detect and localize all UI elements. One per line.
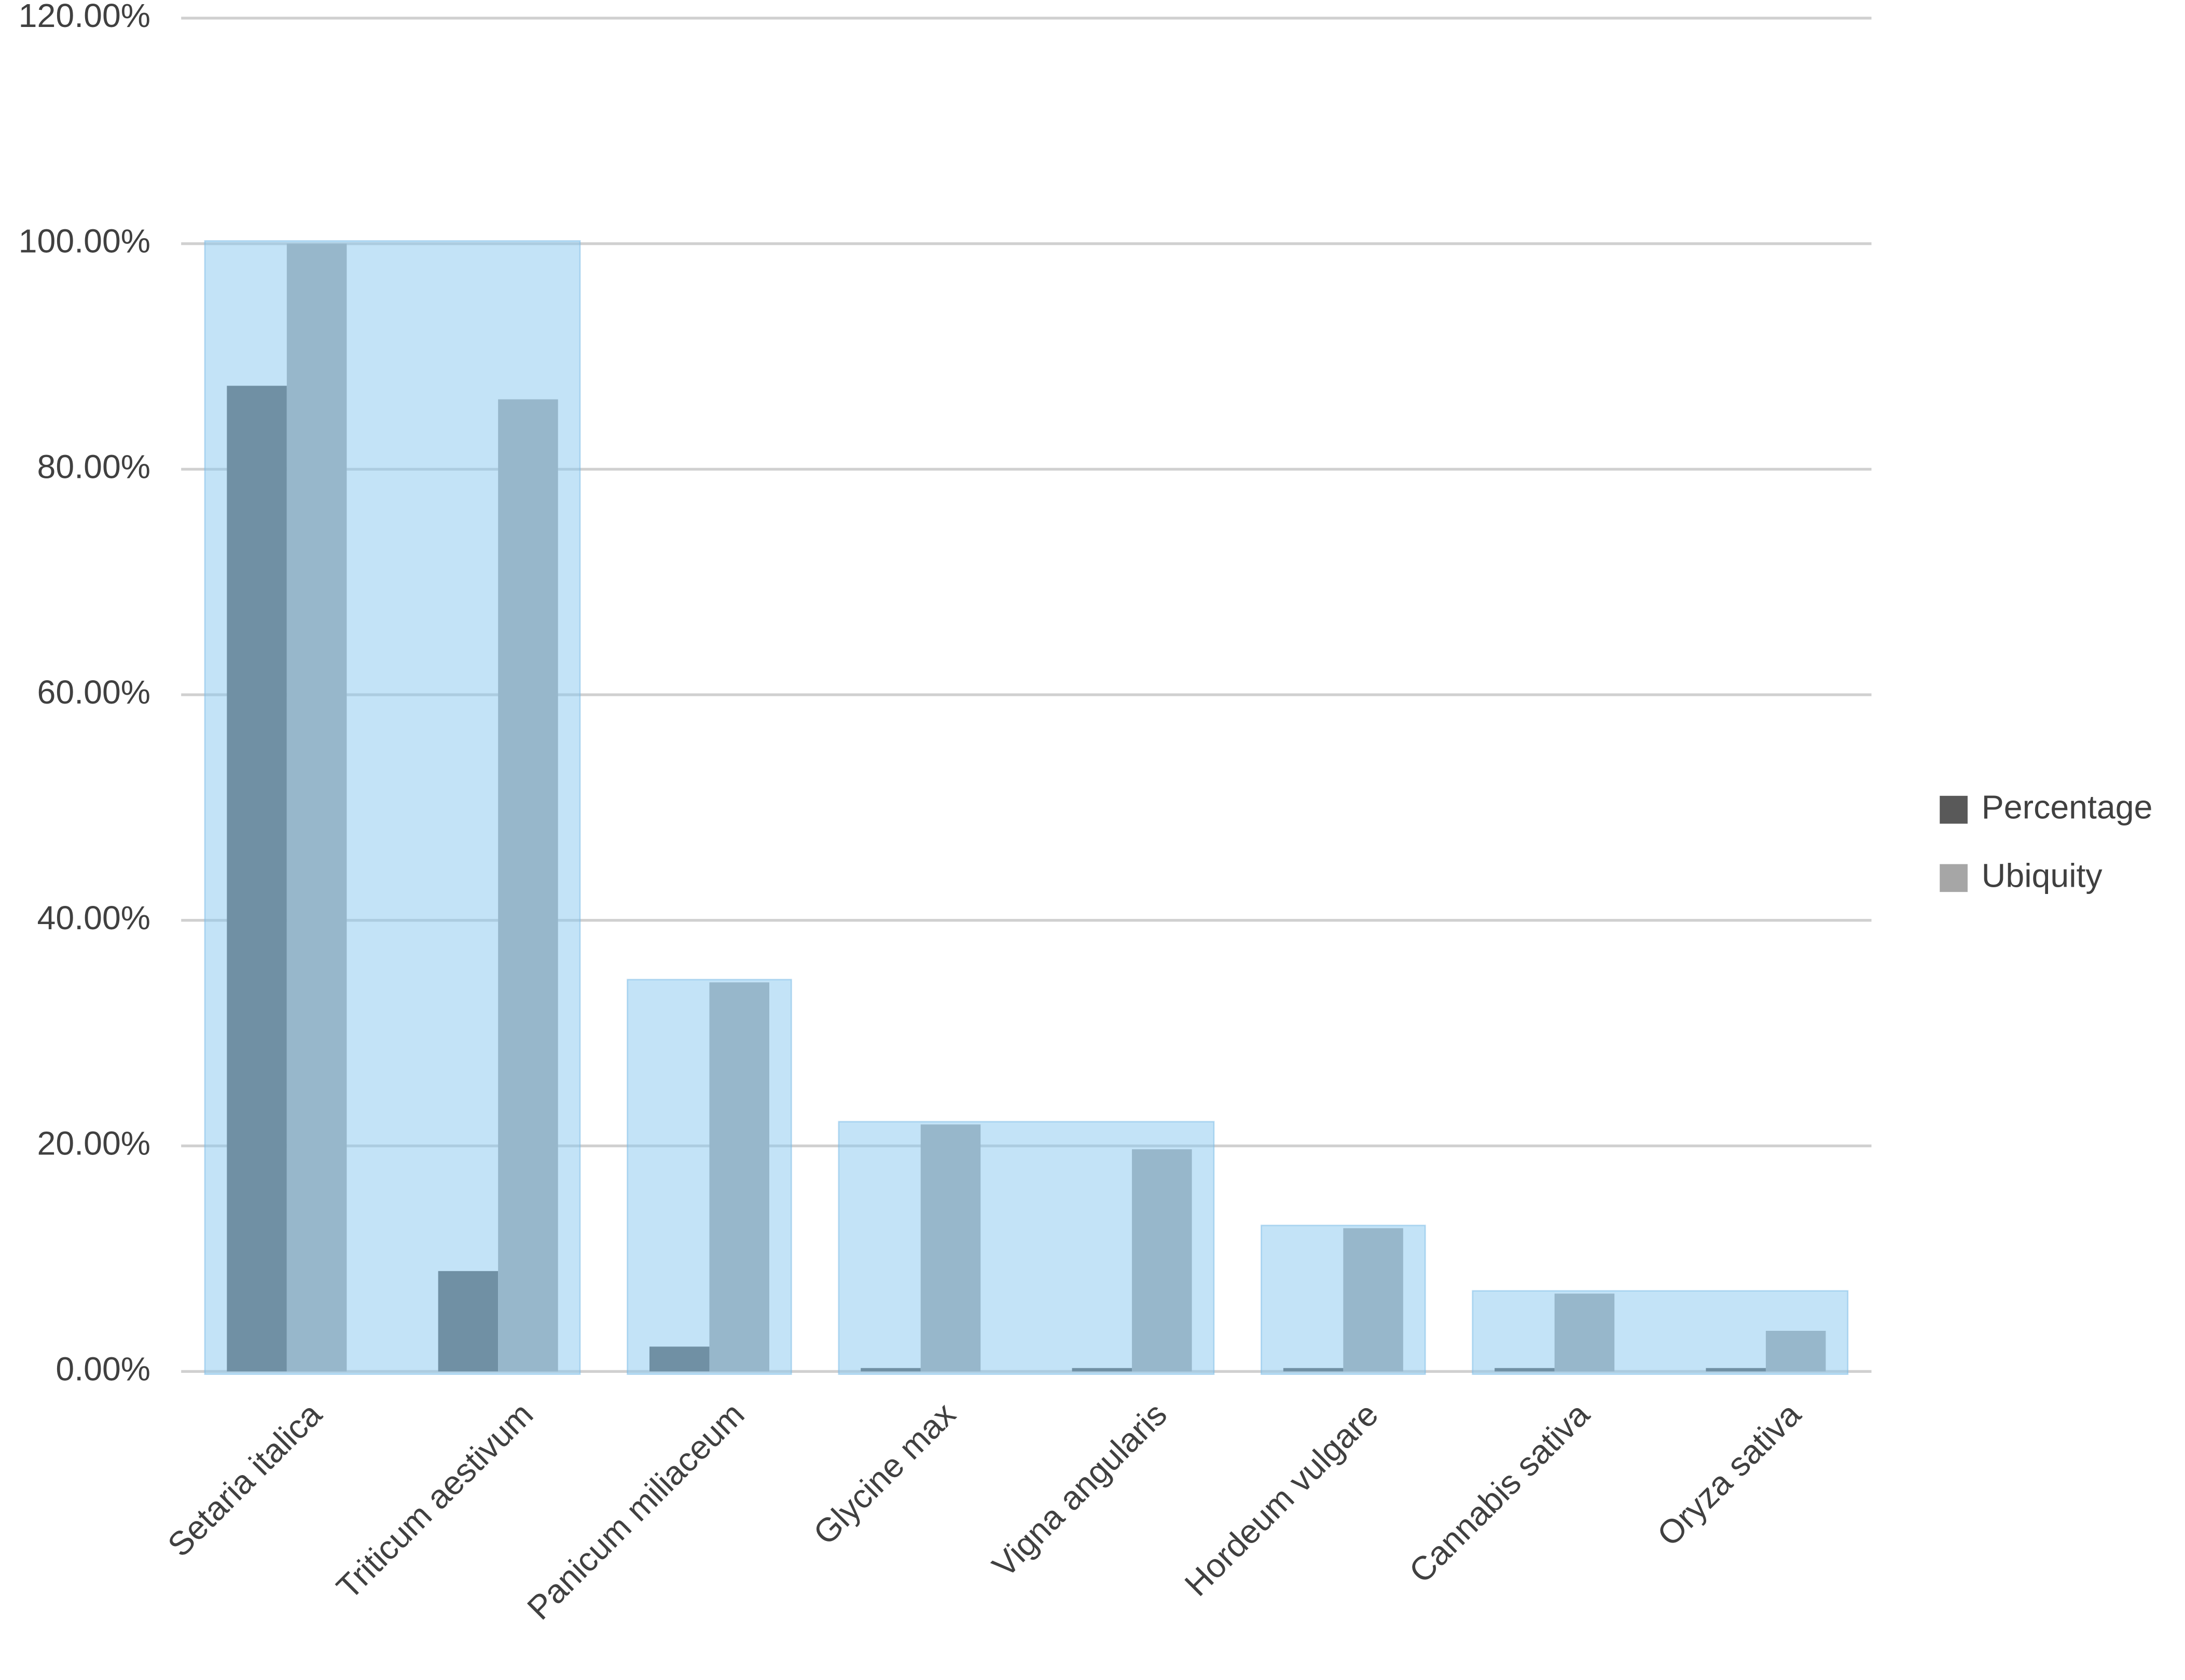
x-tick-label: Panicum miliaceum — [520, 1396, 751, 1627]
x-tick-label: Cannabis sativa — [1402, 1395, 1596, 1590]
highlight-box — [838, 1121, 1215, 1375]
x-tick-label: Setaria italica — [160, 1395, 329, 1564]
highlight-box — [1472, 1290, 1849, 1375]
y-tick-label: 80.00% — [37, 448, 151, 485]
legend-label: Percentage — [1982, 789, 2153, 826]
legend-swatch — [1940, 864, 1968, 892]
highlight-box — [204, 240, 581, 1375]
x-tick-label: Hordeum vulgare — [1178, 1396, 1385, 1603]
legend-swatch — [1940, 795, 1968, 824]
y-tick-label: 40.00% — [37, 899, 151, 937]
y-tick-label: 0.00% — [56, 1350, 150, 1387]
y-tick-label: 60.00% — [37, 673, 151, 711]
x-tick-label: Glycine max — [806, 1396, 963, 1552]
highlight-box — [1261, 1224, 1426, 1375]
y-tick-label: 120.00% — [19, 0, 150, 34]
highlight-box — [627, 979, 792, 1375]
y-tick-label: 100.00% — [19, 223, 150, 260]
x-tick-label: Oryza sativa — [1650, 1395, 1808, 1553]
x-tick-label: Vigna angularis — [985, 1396, 1174, 1585]
y-tick-label: 20.00% — [37, 1125, 151, 1162]
legend-label: Ubiquity — [1982, 857, 2103, 894]
x-tick-label: Triticum aestivum — [329, 1396, 540, 1606]
